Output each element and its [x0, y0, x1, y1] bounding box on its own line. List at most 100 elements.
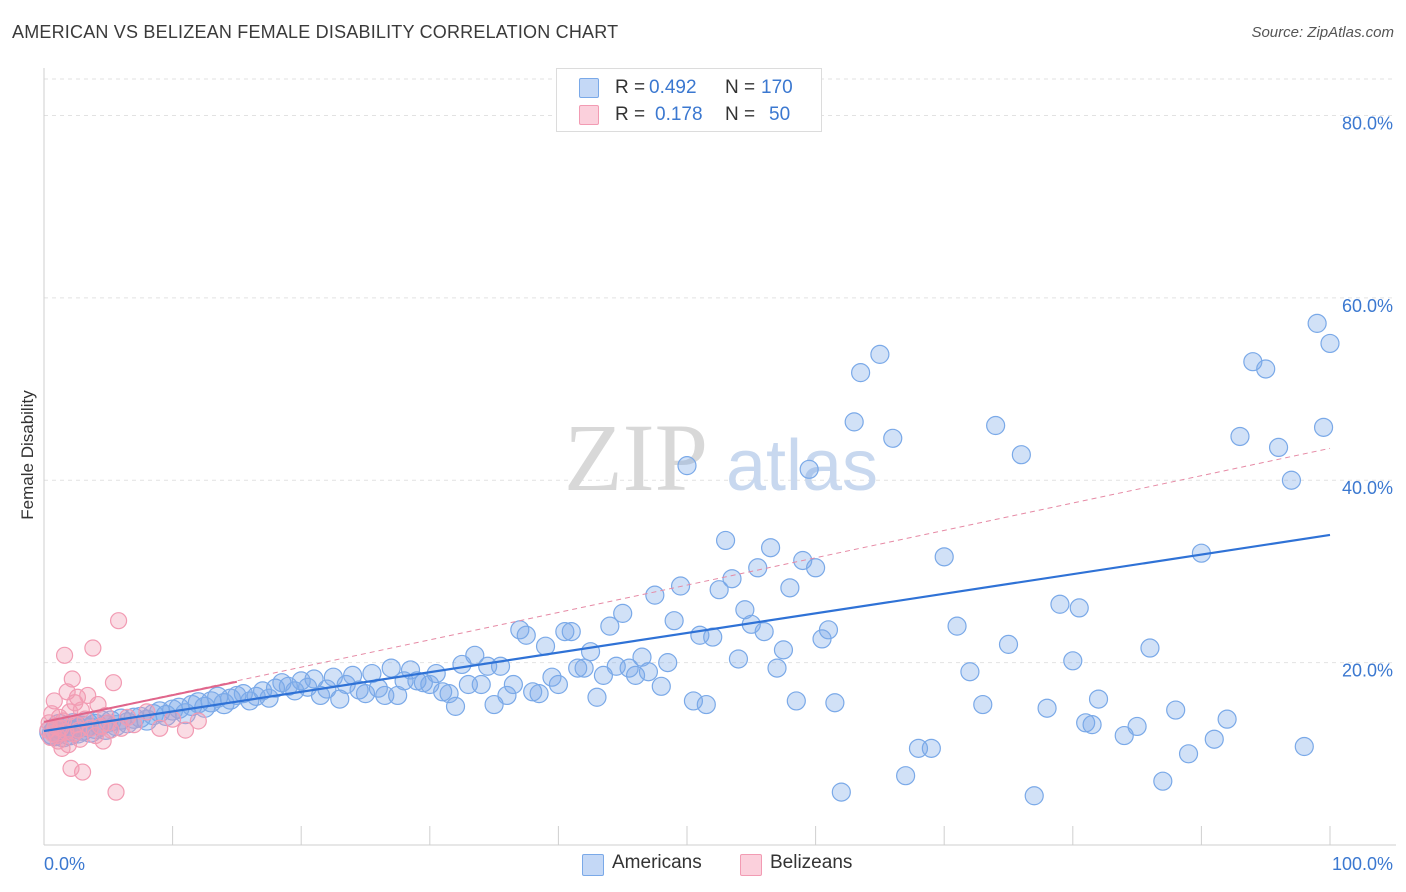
belizeans-points [39, 612, 207, 801]
americans-point [1127, 716, 1147, 737]
americans-point [1178, 744, 1199, 764]
belizeans-legend-swatch [740, 854, 762, 876]
n-label: N = [725, 104, 756, 125]
legend-label-belizeans: Belizeans [770, 852, 853, 873]
belizeans-swatch [579, 105, 599, 125]
americans-point [947, 616, 967, 636]
americans-point [529, 684, 549, 704]
americans-point [645, 585, 665, 605]
americans-point [664, 611, 684, 631]
n-value: 170 [761, 77, 793, 98]
americans-swatch [579, 78, 599, 98]
americans-point [831, 782, 851, 802]
americans-point [542, 667, 562, 687]
americans-point [748, 558, 768, 578]
belizeans-point [55, 646, 74, 664]
americans-point [1307, 313, 1327, 333]
r-value: 0.178 [655, 104, 703, 125]
americans-point [851, 363, 871, 383]
americans-point [1320, 333, 1340, 354]
belizeans-point [189, 712, 207, 730]
americans-point [426, 663, 446, 684]
americans-point [696, 694, 716, 715]
americans-point [548, 674, 569, 695]
americans-points [39, 313, 1340, 806]
americans-point [1024, 786, 1044, 806]
americans-point [973, 694, 993, 715]
americans-point [407, 671, 427, 691]
americans-point [960, 662, 980, 682]
americans-point [934, 547, 954, 567]
americans-point [1037, 698, 1057, 718]
americans-point [1294, 736, 1314, 757]
americans-point [304, 669, 324, 689]
americans-point [986, 415, 1006, 436]
americans-point [754, 622, 774, 642]
americans-point [568, 658, 588, 678]
series-legend: Americans Belizeans [0, 852, 1406, 878]
belizeans-point [84, 639, 102, 657]
americans-point [651, 676, 671, 696]
americans-point [1063, 651, 1083, 671]
americans-point [1313, 417, 1334, 437]
source-label: Source: ZipAtlas.com [1251, 24, 1394, 41]
americans-point [516, 625, 536, 645]
americans-point [767, 658, 787, 678]
americans-point [600, 616, 620, 636]
americans-point [773, 640, 794, 660]
americans-point [433, 682, 453, 702]
americans-point [715, 530, 736, 551]
americans-point [574, 658, 594, 678]
americans-legend-swatch [582, 854, 604, 876]
americans-point [883, 428, 903, 448]
belizeans-point [151, 719, 169, 737]
chart-title: AMERICAN VS BELIZEAN FEMALE DISABILITY C… [12, 22, 619, 42]
americans-point [561, 622, 581, 642]
y-tick-label: 60.0% [1342, 296, 1393, 316]
americans-point [658, 653, 678, 673]
americans-point [613, 603, 633, 623]
y-tick-label: 20.0% [1342, 661, 1393, 681]
y-tick-label: 80.0% [1342, 113, 1393, 133]
americans-point [1166, 700, 1186, 720]
americans-point [625, 665, 646, 685]
belizeans-point [63, 670, 81, 688]
americans-point [1069, 598, 1089, 618]
belizeans-point [45, 692, 63, 710]
r-value: 0.492 [649, 77, 697, 98]
americans-point [1256, 359, 1276, 379]
americans-point [998, 634, 1019, 654]
americans-point [799, 459, 819, 479]
belizeans-trend-line [43, 680, 238, 723]
x-tick-label-max: 100.0% [1332, 854, 1393, 874]
americans-point [722, 569, 742, 589]
americans-point [1204, 729, 1224, 749]
americans-point [709, 580, 729, 600]
americans-point [1082, 715, 1102, 735]
americans-point [921, 738, 941, 758]
americans-point [638, 662, 659, 682]
americans-point [1088, 689, 1109, 709]
americans-point [805, 558, 826, 578]
americans-point [825, 693, 845, 713]
belizeans-point [109, 612, 128, 630]
americans-point [349, 680, 369, 700]
americans-point [523, 682, 543, 702]
americans-point [587, 687, 607, 707]
americans-point [677, 456, 697, 476]
belizeans-point [164, 710, 182, 728]
americans-point [870, 344, 890, 364]
tick-labels: 20.0% 40.0% 60.0% 80.0% 0.0% 100.0% [44, 113, 1393, 874]
americans-point [844, 412, 864, 432]
belizeans-point [107, 783, 125, 801]
americans-point [1153, 771, 1173, 791]
n-label: N = [725, 77, 756, 98]
americans-point [619, 658, 639, 678]
americans-point [1217, 709, 1237, 729]
gridlines [44, 78, 1396, 664]
stats-legend: R = 0.492 N = 170 R = 0.178 N = 50 [556, 68, 822, 132]
americans-trend-line [43, 533, 1331, 733]
americans-point [786, 691, 806, 711]
belizeans-point [73, 763, 92, 781]
americans-point [1050, 594, 1070, 614]
